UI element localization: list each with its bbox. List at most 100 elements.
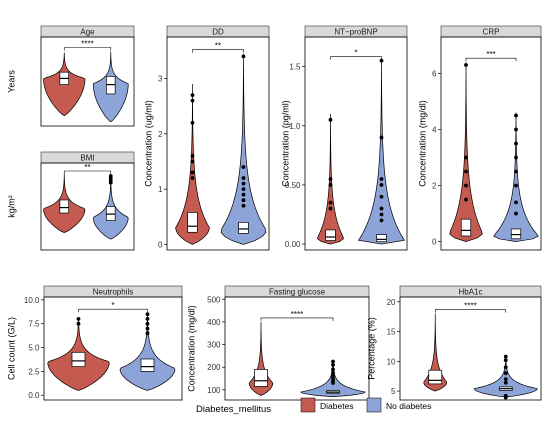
plot-border (166, 36, 270, 251)
panels: AgeYears****BMIkg/m²**DD0123Concentratio… (6, 25, 542, 401)
outlier-point (190, 170, 195, 175)
violin-diabetes (449, 62, 483, 242)
outlier-point (145, 326, 150, 331)
outlier-point (241, 203, 246, 208)
plot-border (40, 162, 135, 251)
y-tick-label: 1 (158, 185, 163, 194)
outlier-point (379, 58, 384, 63)
outlier-point (464, 197, 468, 202)
y-tick-label: 20 (387, 298, 396, 307)
plot-border (440, 36, 542, 251)
y-tick-label: 10 (387, 357, 396, 366)
panel-ntprobnp: NT−proBNP 0.00 0.50 1.0 1.5 Concentration (pg… (280, 25, 408, 251)
panel-title: Age (80, 27, 95, 36)
plot-border (40, 36, 135, 127)
y-tick-label: 7.5 (28, 320, 40, 329)
legend-key-diabetes (300, 397, 316, 413)
panel-title: DD (212, 27, 224, 36)
y-axis-title: Concentration (pg/ml) (280, 100, 290, 187)
outlier-point (108, 174, 113, 178)
box (254, 369, 268, 387)
legend-key-no-diabetes (366, 397, 382, 413)
significance-bracket (465, 57, 517, 62)
y-tick-label: 0.00 (285, 240, 301, 249)
y-tick-label: 5 (391, 387, 396, 396)
legend-label-no-diabetes: No diabetes (386, 401, 431, 411)
y-tick-label: 3 (158, 74, 163, 83)
box (376, 234, 387, 243)
outlier-point (464, 63, 468, 67)
outlier-point (190, 176, 195, 180)
outlier-point (241, 176, 246, 180)
outlier-point (76, 321, 81, 326)
panel-title: CRP (483, 27, 500, 36)
outlier-point (76, 317, 81, 321)
box (187, 212, 198, 233)
box (59, 199, 70, 214)
legend-title: Diabetes_mellitus (196, 404, 271, 415)
box (428, 369, 443, 385)
outlier-point (145, 331, 150, 336)
outlier-point (145, 317, 150, 321)
panel-title: Fasting glucose (269, 287, 326, 296)
panel-age: Age Years **** (6, 25, 135, 127)
outlier-point (331, 367, 335, 372)
outlier-point (514, 127, 518, 132)
significance-bracket (63, 170, 112, 174)
panel-title: HbA1c (458, 287, 482, 296)
significance-bracket (434, 309, 507, 313)
significance-label: ** (215, 42, 221, 51)
significance-bracket (260, 317, 334, 321)
outlier-point (464, 183, 468, 188)
outlier-point (379, 194, 384, 199)
outlier-point (190, 93, 195, 97)
significance-label: **** (464, 302, 476, 311)
violin-no-diabetes (493, 112, 539, 242)
outlier-point (328, 177, 333, 181)
y-tick-label: 10.0 (24, 296, 40, 305)
outlier-point (503, 377, 508, 382)
significance-bracket (192, 49, 244, 53)
outlier-point (379, 177, 384, 181)
y-tick-label: 2 (432, 182, 437, 191)
box (510, 228, 522, 240)
panel-title: BMI (80, 153, 94, 162)
outlier-point (503, 358, 508, 363)
outlier-point (190, 120, 195, 125)
plot-border (224, 296, 370, 401)
y-axis-title: Cell count (G/L) (6, 317, 16, 380)
y-tick-label: 1.5 (289, 63, 301, 72)
y-tick-label: 5.0 (28, 344, 40, 353)
outlier-point (328, 183, 333, 187)
y-tick-label: 300 (207, 341, 221, 350)
outlier-point (328, 206, 333, 211)
outlier-point (464, 169, 468, 174)
violin-no-diabetes (473, 356, 538, 398)
y-tick-label: 100 (207, 386, 221, 395)
y-tick-label: 200 (207, 363, 221, 372)
violin-no-diabetes (357, 60, 406, 245)
outlier-point (514, 113, 518, 118)
outlier-point (241, 165, 246, 169)
outlier-point (514, 200, 518, 205)
box (140, 358, 155, 372)
panel-crp: CRP 0 2 4 6 Concentration (mg/dl) *** (417, 25, 542, 251)
plot-border (399, 296, 542, 401)
y-tick-label: 400 (207, 318, 221, 327)
outlier-point (190, 98, 195, 103)
outlier-point (379, 218, 384, 223)
significance-label: *** (486, 50, 495, 59)
outlier-point (379, 135, 384, 140)
outlier-point (145, 321, 150, 326)
panel-dd: DD 0 1 2 3 Concentration (ug/ml) ** (143, 25, 270, 251)
plot-border (304, 36, 408, 251)
significance-label: * (354, 49, 357, 58)
y-tick-label: 1.0 (289, 122, 301, 131)
outlier-point (379, 183, 384, 187)
violin-diabetes (423, 313, 448, 392)
outlier-point (514, 211, 518, 216)
outlier-point (241, 54, 246, 59)
outlier-point (241, 187, 246, 192)
outlier-point (514, 155, 518, 160)
